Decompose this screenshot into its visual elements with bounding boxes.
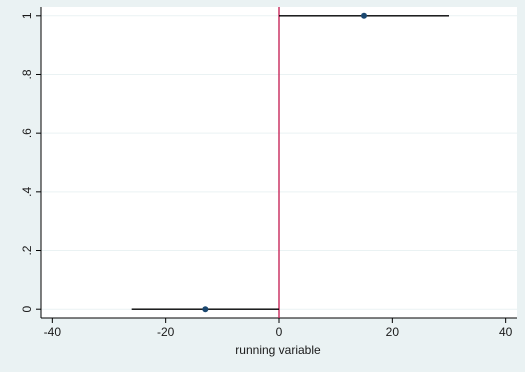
y-tick-label-5: 1	[20, 12, 34, 19]
x-tick-label-1: -20	[157, 325, 175, 339]
x-tick-label-0: -40	[44, 325, 62, 339]
data-layer	[131, 7, 449, 318]
x-tick-label-4: 40	[499, 325, 513, 339]
data-point-0-0	[202, 306, 209, 313]
y-tick-label-0: 0	[20, 306, 34, 313]
y-tick-label-2: .4	[20, 187, 34, 197]
x-axis-title: running variable	[235, 343, 321, 357]
x-tick-label-2: 0	[276, 325, 283, 339]
x-tick-label-3: 20	[386, 325, 400, 339]
y-tick-label-3: .6	[20, 128, 34, 138]
y-tick-label-4: .8	[20, 69, 34, 79]
data-point-0-1	[361, 12, 367, 19]
y-tick-label-1: .2	[20, 245, 34, 255]
